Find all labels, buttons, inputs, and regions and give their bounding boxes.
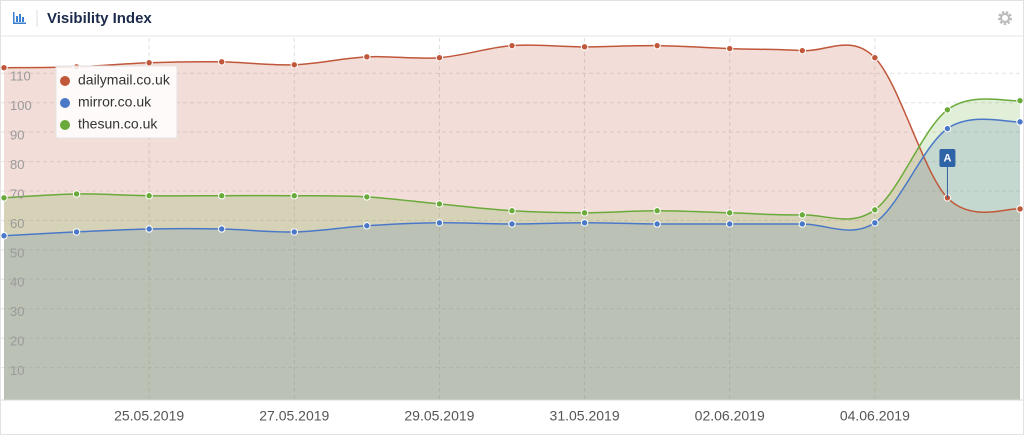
x-tick-label: 04.06.2019: [840, 408, 910, 424]
y-tick-label: 100: [10, 98, 32, 113]
x-tick-label: 25.05.2019: [114, 408, 184, 424]
point: [943, 106, 952, 114]
y-tick-label: 50: [10, 245, 24, 260]
point: [580, 209, 589, 217]
legend-label: thesun.co.uk: [78, 116, 158, 132]
point: [290, 61, 298, 69]
point: [1016, 96, 1024, 105]
point: [726, 220, 734, 228]
point: [363, 193, 371, 201]
area: [4, 98, 1020, 401]
annotation: A: [939, 149, 956, 198]
point: [726, 44, 734, 53]
y-tick-label: 90: [10, 128, 24, 143]
point: [0, 194, 8, 202]
point: [218, 225, 226, 233]
point: [580, 43, 589, 51]
header-bg: [1, 1, 1023, 36]
point: [145, 59, 153, 67]
y-tick-label: 20: [10, 334, 24, 349]
point: [0, 64, 8, 72]
point: [218, 192, 226, 200]
point: [798, 220, 806, 228]
y-tick-label: 70: [10, 186, 24, 201]
y-tick-label: 110: [10, 69, 31, 84]
legend-box: [55, 65, 178, 139]
point: [508, 41, 516, 50]
point: [435, 219, 444, 227]
point: [1016, 205, 1024, 213]
y-tick-label: 60: [10, 216, 24, 231]
point: [871, 219, 879, 227]
point: [798, 211, 806, 219]
x-tick-label: 02.06.2019: [695, 408, 765, 424]
annotation-flag: [939, 149, 956, 167]
legend: dailymail.co.uk mirror.co.uk thesun.co.uk: [55, 65, 178, 139]
legend-label: mirror.co.uk: [78, 94, 152, 110]
point: [798, 46, 806, 55]
point: [145, 192, 153, 200]
legend-label: dailymail.co.uk: [78, 72, 171, 88]
point: [653, 41, 661, 50]
x-tick-label: 31.05.2019: [550, 408, 620, 424]
point: [0, 232, 8, 240]
point: [290, 228, 298, 236]
header: Visibility Index: [1, 1, 1023, 37]
y-tick-label: 30: [10, 304, 24, 319]
point: [726, 209, 734, 217]
point: [653, 207, 661, 215]
chart-title: Visibility Index: [47, 10, 152, 27]
point: [363, 53, 371, 61]
y-tick-label: 80: [10, 157, 24, 172]
y-tick-label: 10: [10, 363, 24, 378]
point: [943, 124, 952, 133]
point: [435, 200, 444, 208]
annotation-label: A: [943, 152, 951, 164]
point: [871, 206, 879, 214]
settings-icon[interactable]: [998, 11, 1012, 25]
point: [145, 225, 153, 233]
point: [435, 54, 444, 62]
chart-icon: [13, 12, 26, 24]
point: [508, 220, 516, 228]
point: [72, 228, 81, 236]
point: [363, 222, 371, 230]
point: [871, 54, 879, 62]
y-tick-label: 40: [10, 275, 24, 290]
x-tick-label: 29.05.2019: [404, 408, 474, 424]
area: [4, 119, 1020, 400]
x-tick-label: 27.05.2019: [259, 408, 329, 424]
point: [218, 58, 226, 66]
point: [508, 207, 516, 215]
point: [72, 190, 81, 198]
point: [290, 192, 298, 200]
point: [653, 220, 661, 228]
point: [1016, 118, 1024, 126]
point: [580, 219, 589, 227]
legend-marker: [60, 76, 70, 86]
legend-marker: [60, 98, 70, 108]
legend-marker: [60, 120, 70, 130]
